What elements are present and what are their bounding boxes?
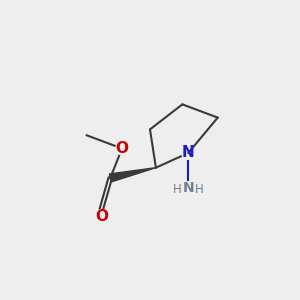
Text: N: N [182, 181, 194, 195]
Text: O: O [116, 141, 128, 156]
Text: H: H [195, 183, 204, 196]
Text: H: H [173, 183, 182, 196]
Polygon shape [109, 168, 156, 182]
Text: O: O [95, 209, 108, 224]
Text: N: N [182, 146, 195, 160]
